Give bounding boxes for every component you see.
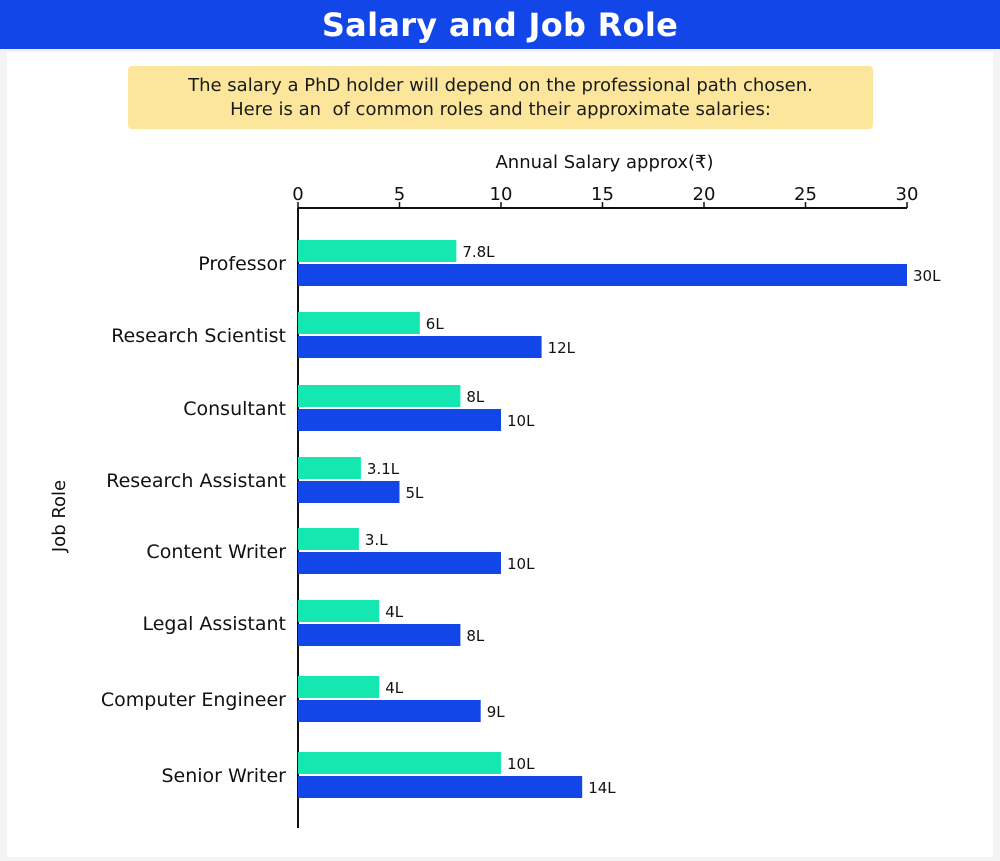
bar-blue (298, 624, 461, 646)
x-tick-label: 25 (794, 184, 817, 205)
header-bar: Salary and Job Role (0, 0, 1000, 49)
bar-green (298, 240, 457, 262)
bar-value-label: 30L (913, 267, 941, 285)
bar-green (298, 600, 380, 622)
x-tick-label: 10 (490, 184, 513, 205)
bar-blue (298, 264, 907, 286)
bar-value-label: 7.8L (462, 243, 495, 261)
bar-value-label: 10L (507, 412, 535, 430)
bar-value-label: 9L (487, 703, 506, 721)
category-label: Senior Writer (161, 765, 286, 787)
intro-note: The salary a PhD holder will depend on t… (128, 66, 873, 129)
bar-value-label: 4L (385, 679, 404, 697)
bar-value-label: 14L (588, 779, 616, 797)
category-label: Legal Assistant (142, 613, 286, 635)
bar-green (298, 752, 501, 774)
x-tick-label: 15 (591, 184, 614, 205)
x-tick-label: 30 (896, 184, 919, 205)
bar-blue (298, 481, 400, 503)
category-label: Content Writer (146, 541, 286, 563)
bar-value-label: 8L (466, 627, 485, 645)
bar-blue (298, 409, 501, 431)
category-label: Consultant (183, 398, 286, 420)
bar-value-label: 4L (385, 603, 404, 621)
bar-green (298, 457, 361, 479)
x-tick-label: 20 (693, 184, 716, 205)
category-label: Professor (198, 253, 286, 275)
bar-value-label: 12L (548, 339, 576, 357)
bar-green (298, 385, 461, 407)
y-axis-title: Job Role (49, 480, 70, 553)
bar-blue (298, 776, 583, 798)
bar-green (298, 676, 380, 698)
bar-value-label: 10L (507, 755, 535, 773)
x-axis-title: Annual Salary approx(₹) (495, 152, 713, 173)
bar-green (298, 528, 359, 550)
bar-value-label: 3.1L (367, 460, 400, 478)
bar-value-label: 10L (507, 555, 535, 573)
category-label: Computer Engineer (101, 689, 286, 711)
bar-value-label: 6L (426, 315, 445, 333)
bar-value-label: 5L (406, 484, 425, 502)
category-label: Research Assistant (106, 470, 286, 492)
bar-value-label: 3.L (365, 531, 388, 549)
x-tick-label: 0 (292, 184, 303, 205)
bar-blue (298, 700, 481, 722)
bar-blue (298, 336, 542, 358)
bar-green (298, 312, 420, 334)
chart-panel (7, 52, 993, 857)
intro-note-line-2: Here is an of common roles and their app… (230, 98, 771, 120)
page-title: Salary and Job Role (321, 5, 679, 44)
intro-note-line-1: The salary a PhD holder will depend on t… (188, 74, 813, 96)
bar-value-label: 8L (466, 388, 485, 406)
bar-blue (298, 552, 501, 574)
x-tick-label: 5 (394, 184, 405, 205)
category-label: Research Scientist (111, 325, 286, 347)
